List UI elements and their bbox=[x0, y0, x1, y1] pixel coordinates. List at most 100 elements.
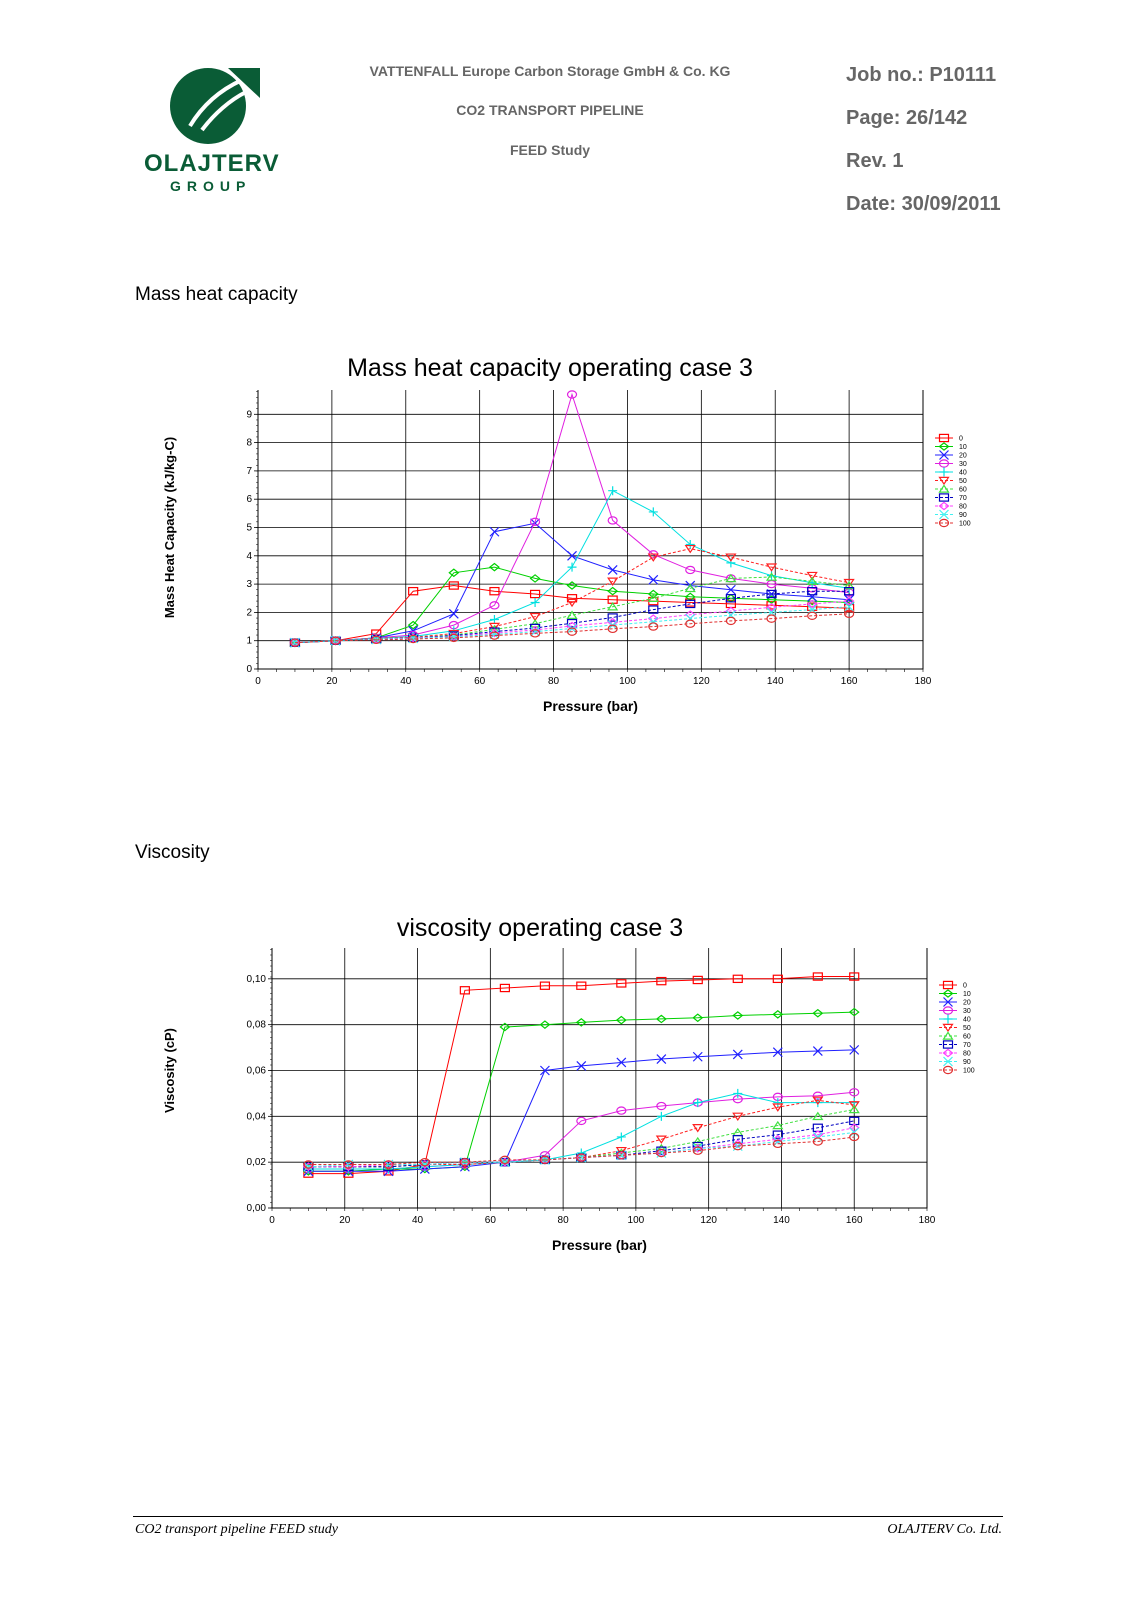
data-point-100 bbox=[725, 616, 736, 626]
data-point-70 bbox=[566, 618, 578, 628]
data-point-100 bbox=[807, 611, 818, 620]
data-point-10 bbox=[407, 620, 419, 630]
legend-label: 80 bbox=[959, 504, 967, 511]
legend-label: 60 bbox=[959, 487, 967, 494]
legend-item-40: 40 bbox=[939, 1014, 971, 1024]
data-point-10 bbox=[812, 1008, 824, 1018]
logo-text: OLAJTERV bbox=[144, 150, 280, 177]
data-point-50 bbox=[655, 1135, 667, 1144]
data-point-100 bbox=[448, 633, 459, 643]
x-tick-label: 180 bbox=[915, 676, 932, 687]
data-point-60 bbox=[725, 573, 737, 583]
legend-label: 40 bbox=[959, 470, 967, 477]
data-point-100 bbox=[607, 624, 618, 634]
y-tick-label: 6 bbox=[246, 494, 252, 505]
legend-marker bbox=[943, 1056, 953, 1067]
footer-divider bbox=[133, 1516, 1003, 1517]
legend-item-90: 90 bbox=[935, 509, 967, 520]
revision: Rev. 1 bbox=[846, 150, 904, 172]
data-point-0 bbox=[539, 981, 551, 990]
y-tick-label: 3 bbox=[246, 579, 252, 590]
x-axis-label: Pressure (bar) bbox=[552, 1237, 647, 1253]
data-point-10 bbox=[575, 1018, 587, 1027]
data-point-100 bbox=[529, 629, 541, 638]
data-point-80 bbox=[302, 1162, 314, 1172]
legend-item-70: 70 bbox=[939, 1040, 971, 1049]
data-point-40 bbox=[773, 1098, 783, 1108]
legend-item-10: 10 bbox=[939, 989, 971, 998]
x-tick-label: 20 bbox=[326, 676, 338, 687]
viscosity-chart-svg: 0 20 40 60 80 100 120 140 160 1800,000,020,040,06… bbox=[162, 928, 975, 1253]
data-point-20 bbox=[607, 565, 618, 575]
data-point-80 bbox=[692, 1144, 704, 1153]
x-tick-label: 140 bbox=[767, 676, 784, 687]
legend-marker bbox=[942, 1040, 954, 1049]
data-point-20 bbox=[567, 550, 577, 561]
series-line-10 bbox=[308, 1011, 855, 1172]
data-point-100 bbox=[616, 1151, 627, 1160]
x-tick-label: 180 bbox=[919, 1215, 936, 1226]
data-point-50 bbox=[806, 571, 818, 581]
data-point-10 bbox=[732, 1011, 744, 1020]
viscosity-chart: 0 20 40 60 80 100 120 140 160 180 0,00 0,02 0,04 0,06… bbox=[150, 928, 1010, 1293]
data-point-40 bbox=[530, 597, 540, 607]
legend-item-60: 60 bbox=[935, 484, 967, 494]
y-tick-label: 0,08 bbox=[247, 1020, 267, 1031]
data-point-0 bbox=[732, 974, 743, 984]
legend-label: 100 bbox=[963, 1068, 975, 1075]
data-point-100 bbox=[656, 1148, 667, 1158]
data-point-40 bbox=[383, 1164, 393, 1174]
data-point-20 bbox=[616, 1057, 627, 1068]
x-tick-label: 100 bbox=[628, 1215, 645, 1226]
data-point-20 bbox=[849, 1044, 860, 1055]
data-point-20 bbox=[812, 1046, 823, 1056]
data-point-0 bbox=[489, 586, 500, 596]
data-point-30 bbox=[607, 516, 618, 525]
data-point-0 bbox=[812, 972, 823, 981]
data-point-50 bbox=[615, 1146, 627, 1156]
legend-item-10: 10 bbox=[935, 442, 967, 451]
data-point-40 bbox=[685, 539, 695, 549]
legend-label: 50 bbox=[959, 478, 967, 485]
data-point-70 bbox=[448, 631, 459, 640]
data-point-0 bbox=[772, 974, 783, 984]
data-point-50 bbox=[566, 598, 578, 608]
y-tick-label: 0,02 bbox=[247, 1157, 267, 1168]
data-point-0 bbox=[566, 594, 578, 603]
data-point-80 bbox=[772, 1134, 784, 1144]
legend-item-0: 0 bbox=[935, 433, 963, 443]
legend-item-50: 50 bbox=[939, 1023, 971, 1033]
legend-item-50: 50 bbox=[935, 476, 967, 486]
data-point-60 bbox=[607, 602, 619, 611]
x-tick-label: 160 bbox=[846, 1215, 863, 1226]
data-point-100 bbox=[692, 1146, 703, 1155]
legend-marker bbox=[938, 484, 950, 493]
x-tick-label: 40 bbox=[400, 676, 412, 687]
logo: OLAJTERV GROUP bbox=[144, 64, 280, 204]
data-point-70 bbox=[844, 586, 855, 596]
legend-marker bbox=[938, 501, 950, 511]
job-number: Job no.: P10111 bbox=[846, 64, 997, 86]
legend-label: 40 bbox=[963, 1017, 971, 1024]
series-line-100 bbox=[308, 1136, 855, 1165]
x-tick-label: 120 bbox=[700, 1215, 717, 1226]
x-tick-label: 60 bbox=[485, 1215, 497, 1226]
x-tick-label: 20 bbox=[339, 1215, 351, 1226]
legend-item-60: 60 bbox=[939, 1031, 971, 1041]
data-point-100 bbox=[539, 1155, 551, 1165]
data-point-60 bbox=[806, 576, 818, 586]
data-point-0 bbox=[448, 581, 459, 590]
data-point-50 bbox=[725, 553, 737, 562]
data-point-100 bbox=[419, 1157, 430, 1167]
x-tick-label: 0 bbox=[255, 676, 261, 687]
data-point-100 bbox=[383, 1160, 394, 1169]
data-point-20 bbox=[725, 584, 736, 595]
data-point-90 bbox=[499, 1157, 510, 1168]
data-point-60 bbox=[370, 634, 382, 643]
data-point-30 bbox=[576, 1116, 587, 1126]
data-point-20 bbox=[648, 574, 659, 585]
y-tick-label: 2 bbox=[246, 607, 252, 618]
legend-item-40: 40 bbox=[935, 467, 967, 477]
data-point-30 bbox=[685, 565, 696, 575]
data-point-30 bbox=[656, 1101, 667, 1111]
